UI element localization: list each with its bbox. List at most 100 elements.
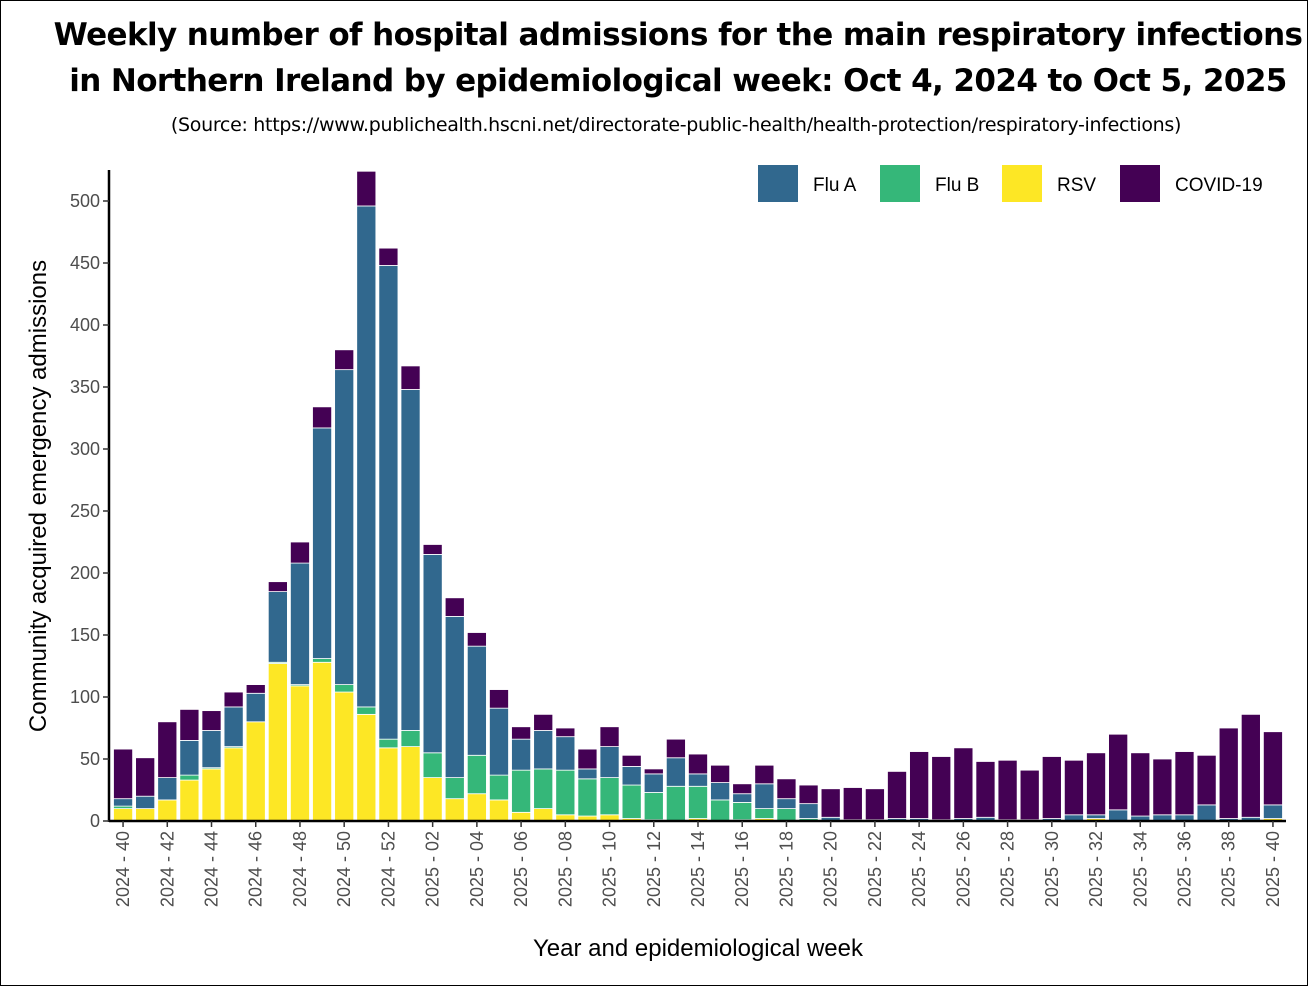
bar-rsv	[489, 799, 509, 822]
bar-flu-b	[356, 706, 377, 715]
legend-swatch	[758, 165, 798, 202]
y-tick-label: 200	[70, 563, 100, 583]
bar-rsv	[312, 661, 333, 822]
bar-covid-19	[754, 764, 775, 785]
bar-flu-b	[732, 802, 753, 821]
bar-flu-a	[312, 427, 333, 659]
bar-flu-a	[378, 265, 399, 740]
bar-flu-a	[621, 766, 642, 786]
x-tick-label: 2024 - 40	[113, 831, 133, 907]
bar-flu-b	[511, 769, 532, 813]
y-tick-label: 50	[80, 749, 100, 769]
legend-label: Flu B	[935, 175, 979, 196]
bar-flu-b	[400, 730, 421, 747]
bar-flu-b	[710, 799, 731, 822]
bar-covid-19	[1152, 758, 1173, 816]
bar-covid-19	[312, 406, 333, 429]
bar-rsv	[179, 779, 200, 822]
bar-flu-a	[113, 798, 134, 807]
bar-flu-b	[643, 792, 664, 821]
bar-flu-a	[710, 782, 731, 801]
x-tick-label: 2025 - 38	[1219, 831, 1239, 907]
bar-covid-19	[931, 756, 952, 821]
bar-flu-b	[621, 784, 642, 819]
bar-covid-19	[1240, 713, 1261, 818]
bar-flu-b	[533, 768, 554, 809]
bar-covid-19	[1196, 754, 1217, 806]
bar-covid-19	[334, 349, 355, 371]
bar-flu-a	[356, 205, 377, 708]
chart-title-line1: Weekly number of hospital admissions for…	[53, 17, 1303, 53]
x-tick-label: 2025 - 08	[555, 831, 575, 907]
bar-rsv	[135, 808, 156, 822]
bar-covid-19	[599, 726, 620, 748]
bar-flu-a	[1108, 809, 1129, 822]
bar-covid-19	[533, 713, 554, 731]
x-tick-label: 2024 - 50	[334, 831, 354, 907]
bar-rsv	[378, 747, 399, 822]
x-tick-label: 2025 - 12	[644, 831, 664, 907]
bar-covid-19	[245, 684, 266, 694]
bar-rsv	[422, 777, 443, 822]
x-tick-label: 2025 - 10	[600, 831, 620, 907]
bar-flu-a	[599, 746, 620, 778]
y-tick-label: 250	[70, 501, 100, 521]
x-tick-label: 2025 - 30	[1042, 831, 1062, 907]
y-tick-label: 0	[90, 811, 100, 831]
bar-covid-19	[555, 727, 576, 738]
bar-covid-19	[157, 721, 178, 778]
bar-rsv	[223, 747, 244, 822]
bar-flu-a	[754, 783, 775, 809]
bar-flu-a	[157, 777, 178, 801]
bar-covid-19	[1108, 733, 1129, 811]
bar-rsv	[533, 808, 554, 822]
bar-covid-19	[267, 581, 288, 592]
bar-covid-19	[356, 170, 377, 207]
bar-flu-b	[599, 777, 620, 816]
bar-flu-a	[422, 554, 443, 754]
bar-flu-a	[1196, 804, 1217, 822]
bar-flu-a	[334, 369, 355, 686]
bar-flu-a	[511, 738, 532, 771]
bar-flu-b	[334, 684, 355, 693]
bar-flu-a	[135, 795, 156, 810]
chart-subtitle: (Source: https://www.publichealth.hscni.…	[170, 114, 1182, 136]
bar-covid-19	[997, 759, 1018, 821]
bar-flu-a	[533, 730, 554, 770]
bar-flu-a	[643, 773, 664, 793]
y-tick-label: 150	[70, 625, 100, 645]
bar-flu-b	[577, 778, 598, 817]
bar-covid-19	[732, 783, 753, 795]
bar-covid-19	[621, 754, 642, 767]
bar-covid-19	[1086, 752, 1106, 816]
bar-flu-b	[378, 738, 399, 749]
bar-covid-19	[820, 788, 841, 818]
bar-flu-b	[489, 774, 509, 801]
bar-flu-a	[489, 707, 509, 776]
x-tick-label: 2024 - 52	[378, 831, 398, 907]
bar-covid-19	[489, 689, 509, 709]
x-tick-label: 2025 - 02	[423, 831, 443, 907]
bar-flu-a	[776, 798, 797, 809]
bar-rsv	[356, 713, 377, 822]
bar-rsv	[466, 793, 487, 822]
bar-covid-19	[953, 747, 974, 819]
bar-covid-19	[1041, 756, 1062, 819]
bar-flu-b	[444, 777, 465, 800]
y-tick-label: 450	[70, 253, 100, 273]
y-tick-label: 400	[70, 315, 100, 335]
legend-label: COVID-19	[1175, 175, 1263, 196]
x-tick-label: 2025 - 32	[1086, 831, 1106, 907]
bar-flu-b	[776, 808, 797, 822]
bar-covid-19	[511, 726, 532, 740]
bar-covid-19	[798, 784, 819, 805]
bar-flu-b	[688, 785, 708, 819]
bar-covid-19	[975, 761, 996, 818]
bar-flu-a	[555, 736, 576, 771]
bar-flu-a	[1262, 804, 1283, 819]
bar-flu-b	[665, 785, 686, 822]
x-tick-label: 2025 - 06	[511, 831, 531, 907]
bar-rsv	[400, 746, 421, 822]
legend-swatch	[1002, 165, 1042, 202]
